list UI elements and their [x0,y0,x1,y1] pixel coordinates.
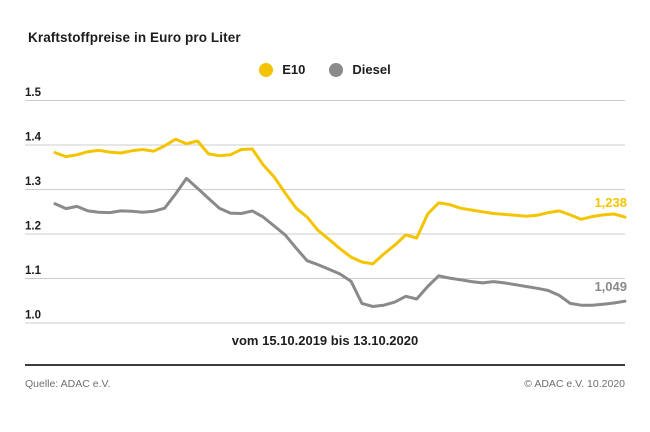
series-line-e10 [53,137,627,266]
y-tick-label-1.0: 1.0 [25,310,41,322]
legend-item-e10: E10 [259,62,305,77]
diesel-legend-dot-icon [329,62,344,77]
end-value-label-diesel: 1,049 [594,279,627,294]
legend: E10 Diesel [0,62,650,77]
footer-divider [25,364,625,366]
footer-copyright-text: © ADAC e.V. 10.2020 [524,378,625,390]
legend-item-diesel: Diesel [329,62,391,77]
end-value-label-e10: 1,238 [594,195,627,210]
y-tick-label-1.5: 1.5 [25,87,42,99]
y-tick-label-1.4: 1.4 [25,132,42,144]
y-tick-label-1.3: 1.3 [25,176,41,188]
y-tick-label-1.2: 1.2 [25,221,41,233]
chart-title: Kraftstoffpreise in Euro pro Liter [28,30,241,45]
series-line-diesel [53,176,627,308]
footer-source-text: Quelle: ADAC e.V. [25,378,111,390]
x-axis-label: vom 15.10.2019 bis 13.10.2020 [231,333,419,348]
legend-label-diesel: Diesel [352,62,391,77]
e10-legend-dot-icon [259,62,274,77]
legend-label-e10: E10 [282,62,306,77]
y-tick-label-1.1: 1.1 [25,265,42,277]
